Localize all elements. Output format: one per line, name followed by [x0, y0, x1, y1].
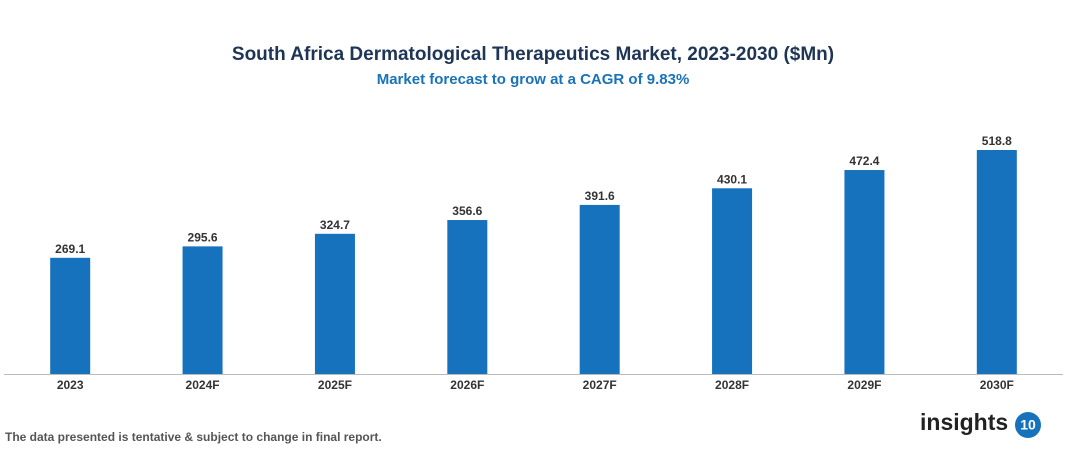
x-tick-label: 2026F — [450, 378, 484, 392]
bar — [844, 170, 885, 374]
value-label: 472.4 — [849, 154, 879, 168]
bar — [579, 204, 620, 374]
x-tick-label: 2024F — [186, 378, 220, 392]
brand-badge — [1015, 412, 1041, 438]
x-tick-label: 2027F — [583, 378, 617, 392]
x-tick-label: 2029F — [847, 378, 881, 392]
bar — [712, 188, 753, 374]
value-label: 269.1 — [55, 242, 85, 256]
value-label: 430.1 — [717, 172, 747, 186]
value-label: 356.6 — [452, 204, 482, 218]
value-label: 391.6 — [585, 189, 615, 203]
x-tick-label: 2023 — [57, 378, 84, 392]
x-tick-label: 2025F — [318, 378, 352, 392]
brand-number: 10 — [1020, 417, 1036, 433]
bar — [447, 220, 488, 374]
brand-name: insights — [920, 409, 1008, 435]
value-label: 295.6 — [188, 231, 218, 245]
chart-title: South Africa Dermatological Therapeutics… — [232, 44, 834, 65]
bar — [976, 150, 1017, 374]
x-tick-label: 2028F — [715, 378, 749, 392]
value-label: 518.8 — [982, 134, 1012, 148]
bar — [314, 233, 355, 374]
bar — [50, 257, 91, 374]
bar — [182, 246, 223, 374]
chart-subtitle: Market forecast to grow at a CAGR of 9.8… — [377, 71, 690, 88]
x-tick-label: 2030F — [980, 378, 1014, 392]
value-label: 324.7 — [320, 218, 350, 232]
footnote: The data presented is tentative & subjec… — [5, 430, 382, 444]
